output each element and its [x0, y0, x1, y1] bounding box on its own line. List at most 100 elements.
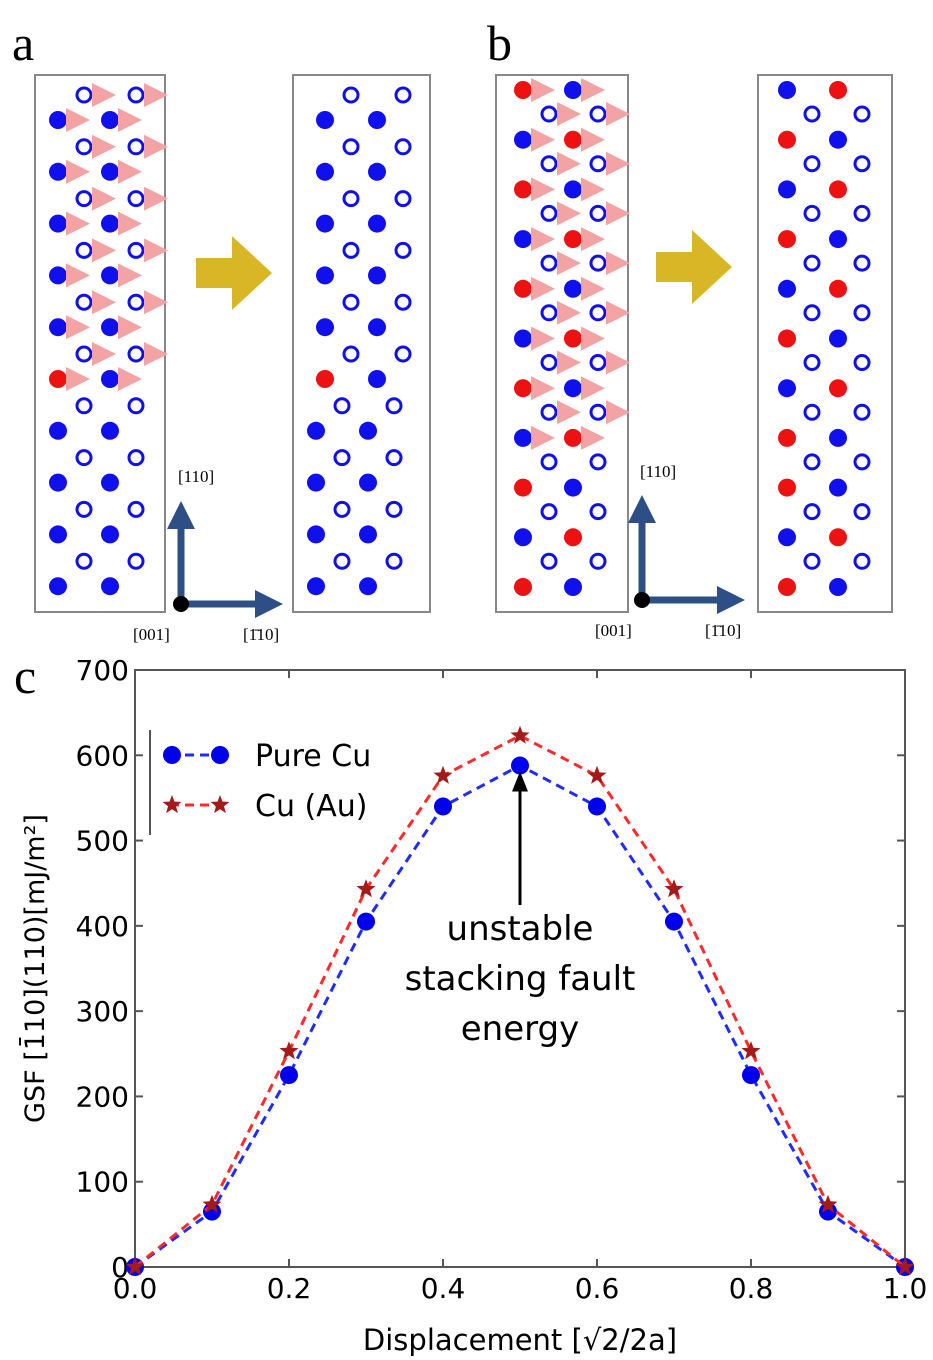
axis-label: [001] — [133, 625, 170, 644]
annotation-arrowhead — [512, 771, 528, 792]
vacant-site — [803, 304, 821, 322]
data-point — [741, 1041, 761, 1060]
atom — [829, 428, 847, 447]
data-point — [819, 1202, 837, 1221]
vacant-site — [75, 241, 93, 259]
data-point — [357, 912, 375, 931]
vacant-site — [803, 354, 821, 371]
vacant-site — [803, 204, 821, 222]
y-tick-label: 700 — [76, 654, 129, 687]
atom — [829, 379, 847, 398]
data-point — [895, 1257, 915, 1276]
atom — [778, 230, 796, 249]
cell-box — [495, 74, 629, 613]
atom — [829, 279, 847, 298]
atom — [514, 130, 532, 149]
data-point — [280, 1066, 298, 1085]
plot-frame — [134, 669, 906, 1268]
legend-marker — [163, 746, 181, 764]
y-tick-label: 600 — [76, 739, 129, 772]
atom — [514, 478, 532, 497]
vacant-site — [342, 241, 360, 259]
axis-label: [110] — [640, 462, 676, 481]
atom — [307, 577, 325, 596]
vacant-site — [127, 397, 145, 415]
data-point — [202, 1194, 222, 1213]
atom — [49, 318, 67, 337]
y-tick-label: 200 — [76, 1080, 129, 1113]
atom — [49, 214, 67, 233]
atom — [564, 180, 582, 199]
y-tick-label: 0 — [111, 1251, 129, 1284]
vacant-site — [853, 453, 871, 471]
atom — [829, 180, 847, 199]
atom — [778, 329, 796, 348]
atom — [316, 162, 334, 181]
data-point — [818, 1194, 838, 1213]
atom — [514, 379, 532, 398]
vacant-site — [394, 86, 412, 104]
data-point — [510, 725, 530, 744]
vacant-site — [589, 552, 607, 570]
atom — [101, 162, 119, 181]
atom — [514, 81, 532, 99]
axis-label: [1̄10] — [243, 625, 279, 644]
legend-marker — [162, 795, 182, 814]
atom — [778, 528, 796, 547]
vacant-site — [75, 449, 93, 467]
vacant-site — [853, 403, 871, 421]
vacant-site — [540, 354, 558, 371]
atom — [368, 162, 386, 181]
vacant-site — [127, 86, 145, 104]
vacant-site — [75, 190, 93, 208]
vacant-site — [853, 155, 871, 173]
axis-label: [1̄10] — [705, 621, 741, 640]
data-point — [356, 879, 376, 898]
origin-dot — [173, 596, 189, 612]
atom — [101, 473, 119, 492]
x-tick-label: 0.6 — [575, 1272, 620, 1305]
atom — [101, 525, 119, 544]
vacant-site — [342, 138, 360, 156]
atom — [49, 473, 67, 492]
atom — [49, 577, 67, 596]
vacant-site — [853, 105, 871, 123]
atom — [49, 421, 67, 440]
atom — [359, 473, 377, 492]
data-point — [588, 797, 606, 816]
legend-marker — [210, 795, 230, 814]
vacant-site — [540, 105, 558, 123]
vacant-site — [75, 138, 93, 156]
data-point — [664, 879, 684, 898]
atom — [829, 230, 847, 249]
vacant-site — [540, 503, 558, 521]
atom — [778, 478, 796, 497]
data-point — [665, 912, 683, 931]
atom — [778, 578, 796, 596]
atom — [101, 370, 119, 388]
atom — [778, 379, 796, 398]
vacant-site — [540, 204, 558, 222]
atom — [564, 81, 582, 99]
atom — [101, 214, 119, 233]
vacant-site — [803, 503, 821, 521]
vacant-site — [803, 155, 821, 173]
atom — [316, 214, 334, 233]
y-axis-label: GSF [1̄10](110)[mJ/m²] — [19, 814, 51, 1123]
panel-label: c — [14, 648, 36, 704]
vacant-site — [589, 503, 607, 521]
vacant-site — [127, 241, 145, 259]
vacant-site — [385, 500, 403, 518]
atom — [829, 478, 847, 497]
atom — [307, 421, 325, 440]
vacant-site — [803, 552, 821, 570]
atom — [307, 525, 325, 544]
atom — [778, 279, 796, 298]
data-point — [742, 1066, 760, 1085]
vacant-site — [589, 453, 607, 471]
atom — [359, 421, 377, 440]
panel-label: a — [12, 15, 34, 71]
atom — [316, 318, 334, 337]
atom — [49, 525, 67, 544]
